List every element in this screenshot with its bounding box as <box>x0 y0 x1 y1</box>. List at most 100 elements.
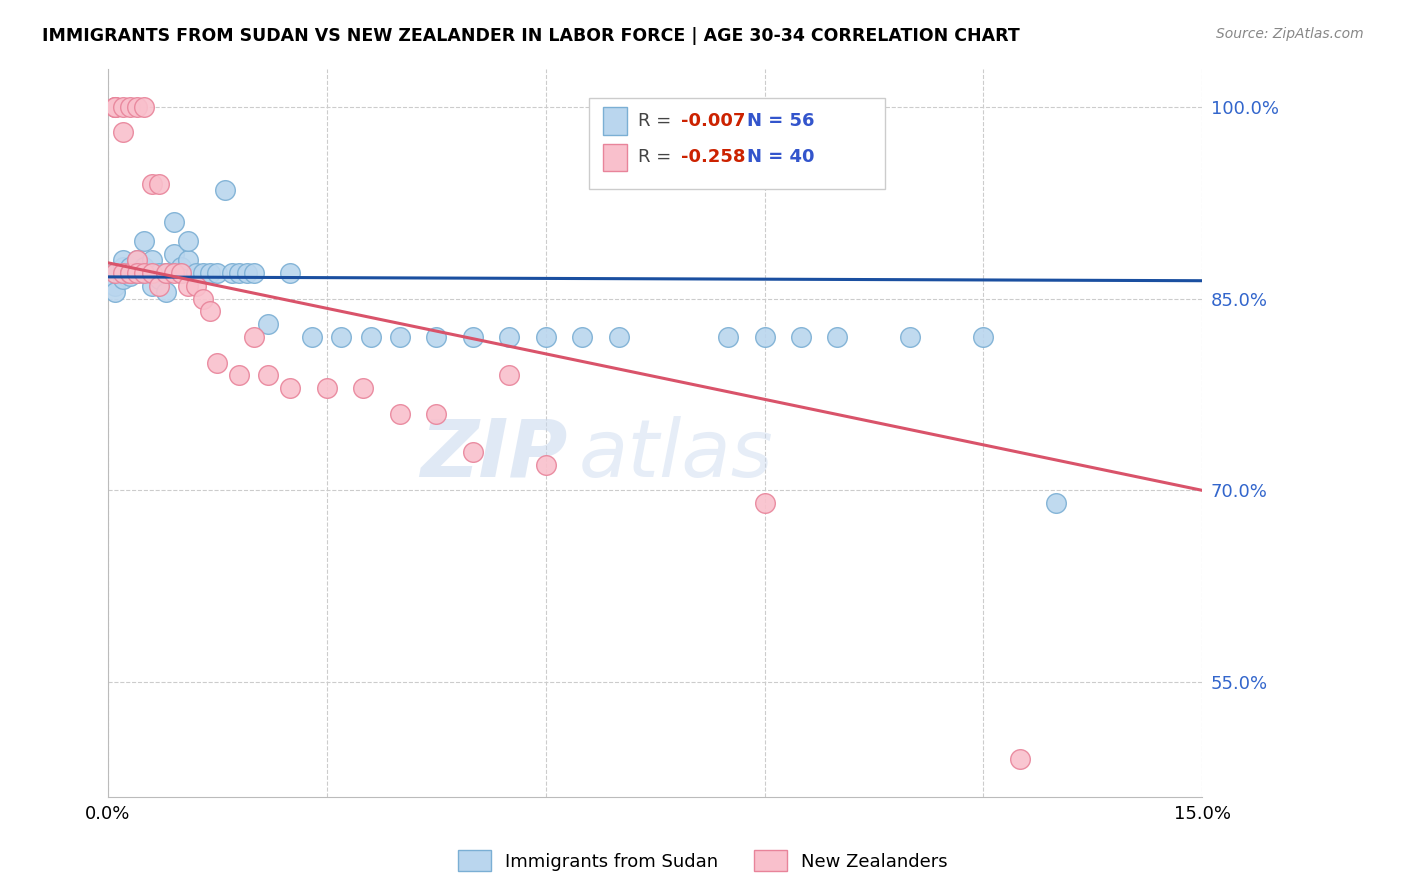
Point <box>104 100 127 114</box>
Point <box>141 278 163 293</box>
Point <box>170 266 193 280</box>
Point <box>148 272 170 286</box>
Point <box>127 253 149 268</box>
Point <box>425 330 447 344</box>
Point <box>1008 752 1031 766</box>
Point <box>900 330 922 344</box>
Point <box>228 368 250 383</box>
Point <box>280 381 302 395</box>
Point <box>127 253 149 268</box>
Point <box>228 266 250 280</box>
Point <box>235 266 257 280</box>
Point <box>148 177 170 191</box>
Point <box>162 266 184 280</box>
Point <box>134 100 156 114</box>
Point <box>207 266 229 280</box>
Point <box>162 247 184 261</box>
Text: -0.258: -0.258 <box>682 148 745 167</box>
Point <box>141 253 163 268</box>
Point <box>243 330 266 344</box>
Point <box>118 268 141 283</box>
Point <box>301 330 323 344</box>
Point <box>104 100 127 114</box>
Point <box>111 266 134 280</box>
Point <box>388 330 411 344</box>
Text: Source: ZipAtlas.com: Source: ZipAtlas.com <box>1216 27 1364 41</box>
Point <box>754 330 776 344</box>
Point <box>141 266 163 280</box>
Point <box>257 317 280 331</box>
Point <box>498 368 520 383</box>
Point <box>118 266 141 280</box>
Point <box>607 330 630 344</box>
Point <box>360 330 382 344</box>
Point <box>717 330 740 344</box>
Point <box>155 266 177 280</box>
Point <box>141 266 163 280</box>
Point <box>104 285 127 300</box>
Point <box>754 496 776 510</box>
Point <box>127 266 149 280</box>
Point <box>170 260 193 274</box>
Text: -0.007: -0.007 <box>682 112 745 130</box>
Bar <box>603 144 627 171</box>
Bar <box>603 107 627 135</box>
Point <box>330 330 353 344</box>
Point <box>352 381 374 395</box>
Point <box>148 266 170 280</box>
Point <box>425 407 447 421</box>
Point <box>111 253 134 268</box>
Point <box>534 458 557 472</box>
Point <box>315 381 337 395</box>
Point <box>827 330 849 344</box>
Point <box>111 260 134 274</box>
Point <box>104 100 127 114</box>
Text: atlas: atlas <box>578 416 773 493</box>
Text: IMMIGRANTS FROM SUDAN VS NEW ZEALANDER IN LABOR FORCE | AGE 30-34 CORRELATION CH: IMMIGRANTS FROM SUDAN VS NEW ZEALANDER I… <box>42 27 1019 45</box>
Point <box>184 278 207 293</box>
Point <box>177 278 200 293</box>
Bar <box>589 97 884 189</box>
Point <box>1045 496 1067 510</box>
Point <box>257 368 280 383</box>
Point <box>155 285 177 300</box>
Point <box>191 266 214 280</box>
Text: R =: R = <box>637 148 676 167</box>
Point <box>498 330 520 344</box>
Point <box>207 355 229 369</box>
Point <box>170 266 193 280</box>
Point <box>118 260 141 274</box>
Point <box>972 330 994 344</box>
Point <box>118 100 141 114</box>
Point <box>388 407 411 421</box>
Legend: Immigrants from Sudan, New Zealanders: Immigrants from Sudan, New Zealanders <box>451 843 955 879</box>
Point <box>134 234 156 248</box>
Point <box>790 330 813 344</box>
Point <box>134 266 156 280</box>
Point <box>118 266 141 280</box>
Point <box>461 330 484 344</box>
Point <box>184 266 207 280</box>
Point <box>198 266 221 280</box>
Point <box>243 266 266 280</box>
Text: N = 56: N = 56 <box>747 112 814 130</box>
Point <box>111 266 134 280</box>
Point <box>134 266 156 280</box>
Text: R =: R = <box>637 112 676 130</box>
Point <box>111 125 134 139</box>
Point <box>191 292 214 306</box>
Text: N = 40: N = 40 <box>747 148 814 167</box>
Point <box>134 260 156 274</box>
Point <box>221 266 243 280</box>
Point <box>104 266 127 280</box>
Point <box>214 183 236 197</box>
Point <box>162 215 184 229</box>
Point <box>280 266 302 280</box>
Point <box>104 278 127 293</box>
Point <box>198 304 221 318</box>
Point <box>177 253 200 268</box>
Point <box>111 100 134 114</box>
Point <box>571 330 593 344</box>
Text: ZIP: ZIP <box>420 416 568 493</box>
Point <box>127 100 149 114</box>
